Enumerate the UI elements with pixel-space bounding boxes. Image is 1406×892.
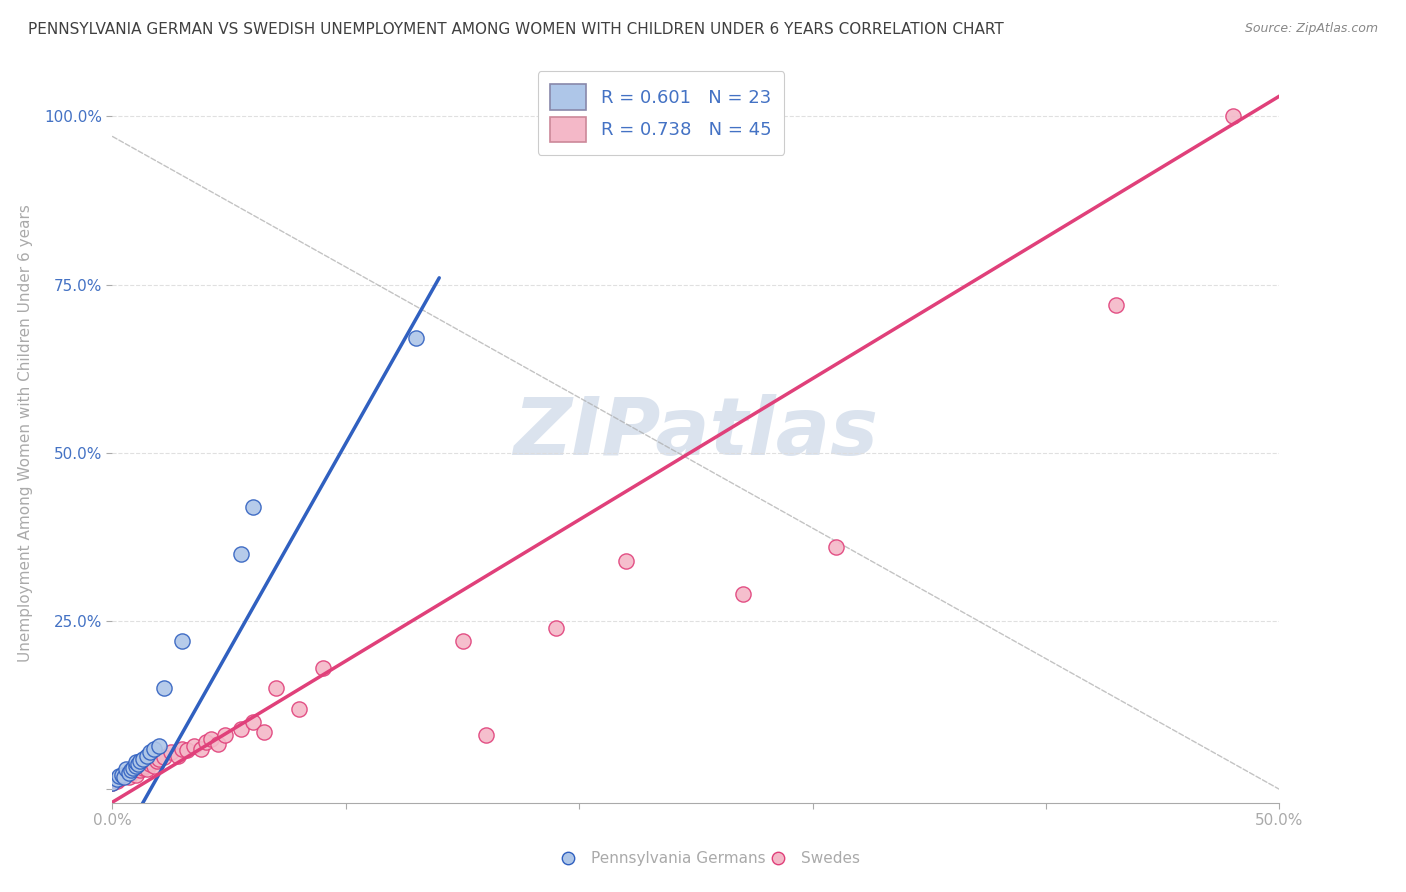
Point xyxy=(451,634,474,648)
Point xyxy=(120,764,142,778)
Point xyxy=(264,681,287,696)
Point xyxy=(105,772,128,787)
Point xyxy=(125,758,148,772)
Point xyxy=(122,761,145,775)
Point xyxy=(253,725,276,739)
Point xyxy=(111,767,134,781)
Point xyxy=(125,756,148,770)
Point xyxy=(132,761,155,775)
Point xyxy=(127,762,149,776)
Point xyxy=(242,714,264,729)
Point xyxy=(405,331,427,345)
Point xyxy=(146,754,169,768)
Point xyxy=(129,754,152,768)
Point xyxy=(134,758,156,772)
Point xyxy=(105,774,128,789)
Point xyxy=(136,748,159,763)
Point xyxy=(172,742,194,756)
Point xyxy=(122,764,145,778)
Point xyxy=(118,765,141,780)
Point xyxy=(148,752,170,766)
Point xyxy=(111,770,134,784)
Point xyxy=(544,621,567,635)
Point xyxy=(183,739,205,753)
Point xyxy=(1011,833,1033,847)
Point xyxy=(112,770,135,784)
Point xyxy=(139,756,162,771)
Y-axis label: Unemployment Among Women with Children Under 6 years: Unemployment Among Women with Children U… xyxy=(18,203,32,662)
Point xyxy=(129,764,152,778)
Point xyxy=(108,769,131,783)
Point xyxy=(139,745,162,759)
Point xyxy=(1222,109,1244,123)
Point xyxy=(825,540,848,554)
Point xyxy=(153,750,176,764)
Point xyxy=(1105,298,1128,312)
Point xyxy=(166,748,188,763)
Point xyxy=(118,770,141,784)
Point xyxy=(127,756,149,771)
Point xyxy=(101,775,124,789)
Point xyxy=(475,729,498,743)
Text: Source: ZipAtlas.com: Source: ZipAtlas.com xyxy=(1244,22,1378,36)
Point xyxy=(229,722,252,736)
Point xyxy=(172,634,194,648)
Point xyxy=(176,743,198,757)
Point xyxy=(112,769,135,783)
Legend: R = 0.601   N = 23, R = 0.738   N = 45: R = 0.601 N = 23, R = 0.738 N = 45 xyxy=(537,71,785,155)
Point xyxy=(214,729,236,743)
Point xyxy=(311,661,333,675)
Point xyxy=(229,547,252,561)
Point xyxy=(115,762,138,776)
Point xyxy=(194,735,217,749)
Point xyxy=(120,765,142,780)
Text: ZIPatlas: ZIPatlas xyxy=(513,393,879,472)
Point xyxy=(207,737,229,751)
Point xyxy=(101,775,124,789)
Point xyxy=(108,772,131,787)
Point xyxy=(731,587,754,601)
Point xyxy=(160,745,183,759)
Point xyxy=(143,758,166,772)
Point xyxy=(153,681,176,696)
Point xyxy=(200,731,222,746)
Point xyxy=(141,756,163,770)
Point xyxy=(614,553,637,567)
Point xyxy=(190,742,212,756)
Point xyxy=(132,752,155,766)
Point xyxy=(242,500,264,514)
Point xyxy=(148,739,170,753)
Point xyxy=(143,742,166,756)
Text: Swedes: Swedes xyxy=(801,851,860,866)
Text: PENNSYLVANIA GERMAN VS SWEDISH UNEMPLOYMENT AMONG WOMEN WITH CHILDREN UNDER 6 YE: PENNSYLVANIA GERMAN VS SWEDISH UNEMPLOYM… xyxy=(28,22,1004,37)
Point xyxy=(125,767,148,781)
Point xyxy=(136,762,159,776)
Text: Pennsylvania Germans: Pennsylvania Germans xyxy=(591,851,765,866)
Point xyxy=(288,701,311,715)
Point xyxy=(115,767,138,781)
